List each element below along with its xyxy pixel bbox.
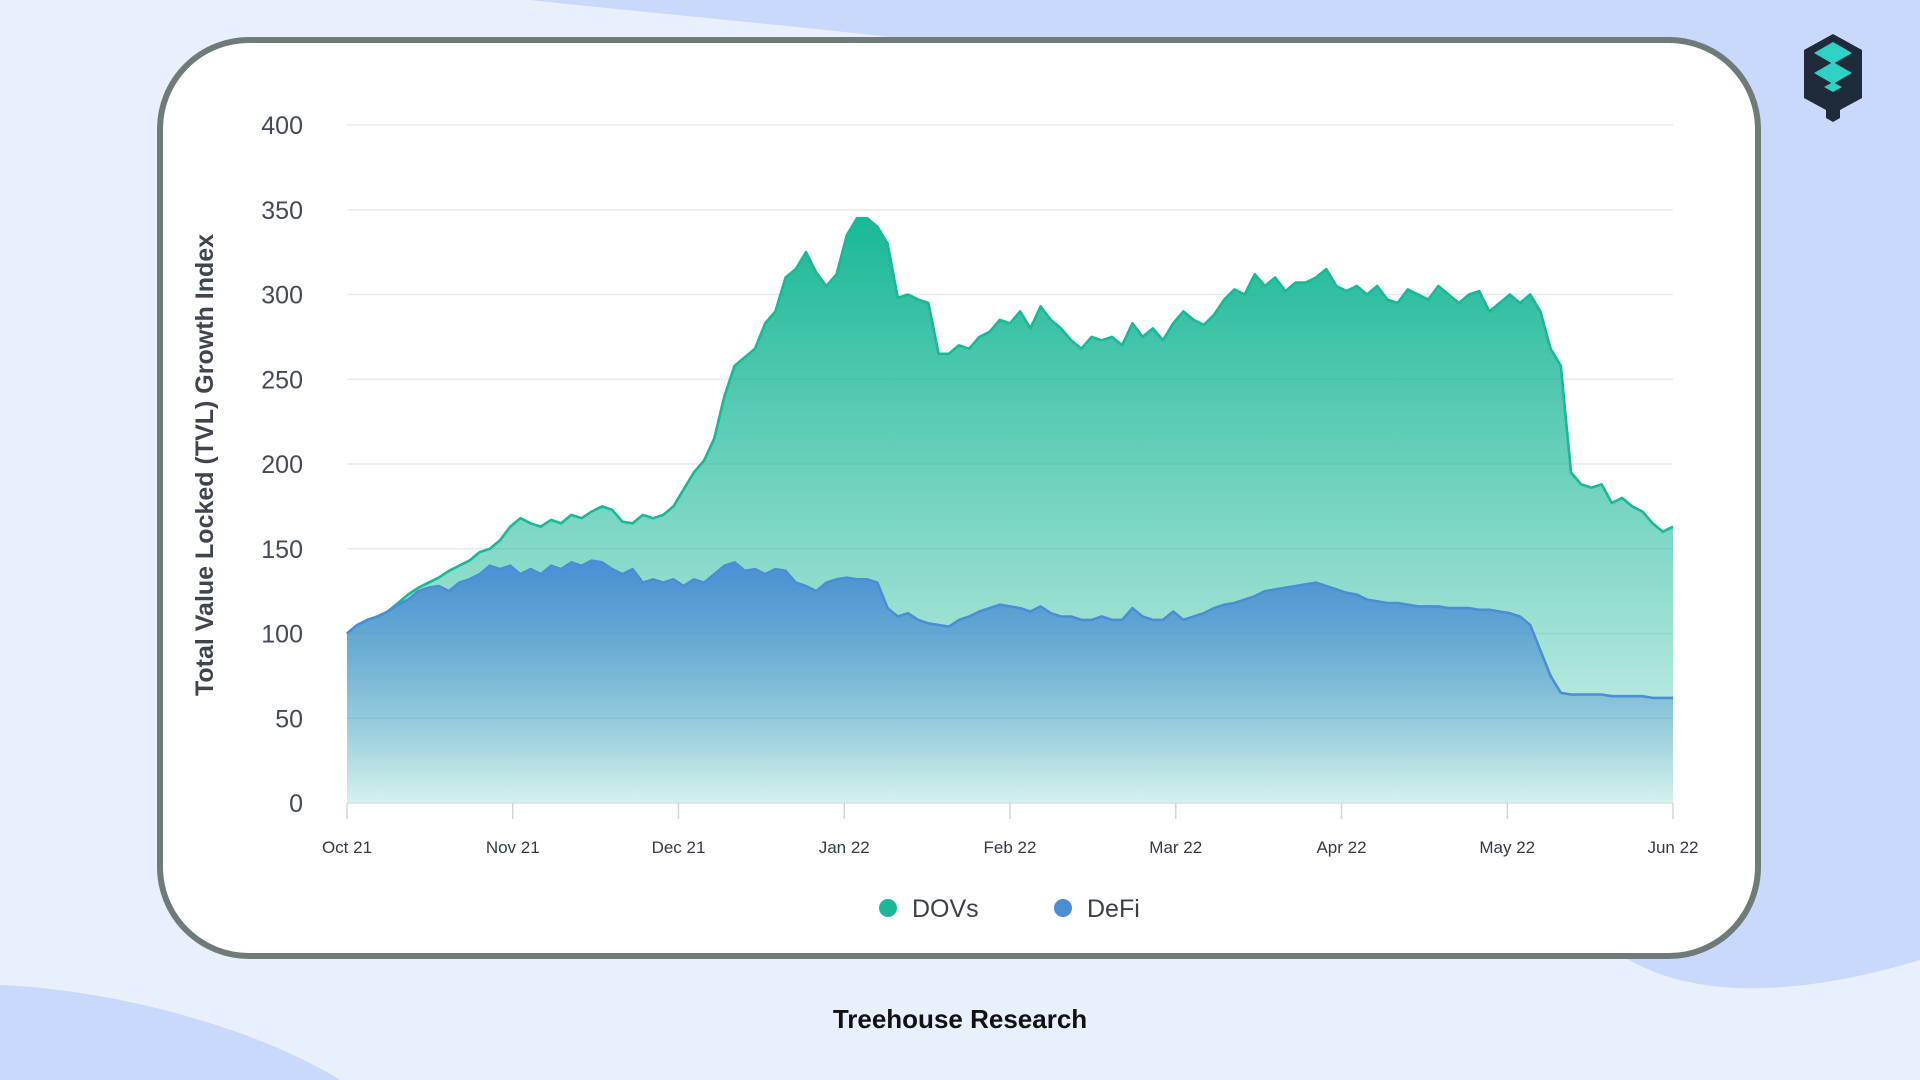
y-tick-label: 100 (261, 621, 303, 649)
series-line-dovs (346, 216, 1674, 635)
footer-credit: Treehouse Research (832, 1004, 1088, 1034)
x-axis: Oct 21 Nov 21 Dec 21 Jan 22 Feb 22 Mar 22 Apr … (322, 802, 1699, 857)
legend-marker-dovs (879, 899, 897, 917)
background-blob-bottom-left (0, 985, 340, 1080)
x-tick-label: May 22 (1479, 838, 1535, 857)
x-tick-label: Jan 22 (819, 838, 870, 857)
chart-series-areas (346, 216, 1674, 803)
y-tick-label: 200 (261, 451, 303, 479)
y-tick-label: 0 (289, 790, 303, 818)
series-area-defi (347, 560, 1673, 803)
y-axis-label: Total Value Locked (TVL) Growth Index (191, 234, 219, 696)
y-tick-label: 250 (261, 366, 303, 394)
x-tick-label: Jun 22 (1647, 838, 1698, 857)
x-tick-label: Apr 22 (1316, 838, 1366, 857)
x-tick-label: Nov 21 (486, 838, 540, 857)
y-tick-label: 350 (261, 197, 303, 225)
legend-label-dovs: DOVs (912, 895, 979, 923)
y-tick-label: 50 (275, 705, 303, 733)
y-tick-label: 400 (261, 112, 303, 140)
x-tick-label: Mar 22 (1149, 838, 1202, 857)
y-axis-ticks: 0 50 100 150 200 250 300 350 400 (261, 112, 303, 818)
series-line-defi (346, 559, 1673, 700)
y-tick-label: 150 (261, 536, 303, 564)
legend-marker-defi (1054, 899, 1072, 917)
x-tick-label: Dec 21 (652, 838, 706, 857)
treehouse-logo-icon (1804, 34, 1862, 122)
x-tick-label: Oct 21 (322, 838, 372, 857)
y-tick-label: 300 (261, 282, 303, 310)
legend-label-defi: DeFi (1087, 895, 1140, 923)
chart-legend: DOVs DeFi (879, 895, 1140, 923)
x-tick-label: Feb 22 (984, 838, 1037, 857)
